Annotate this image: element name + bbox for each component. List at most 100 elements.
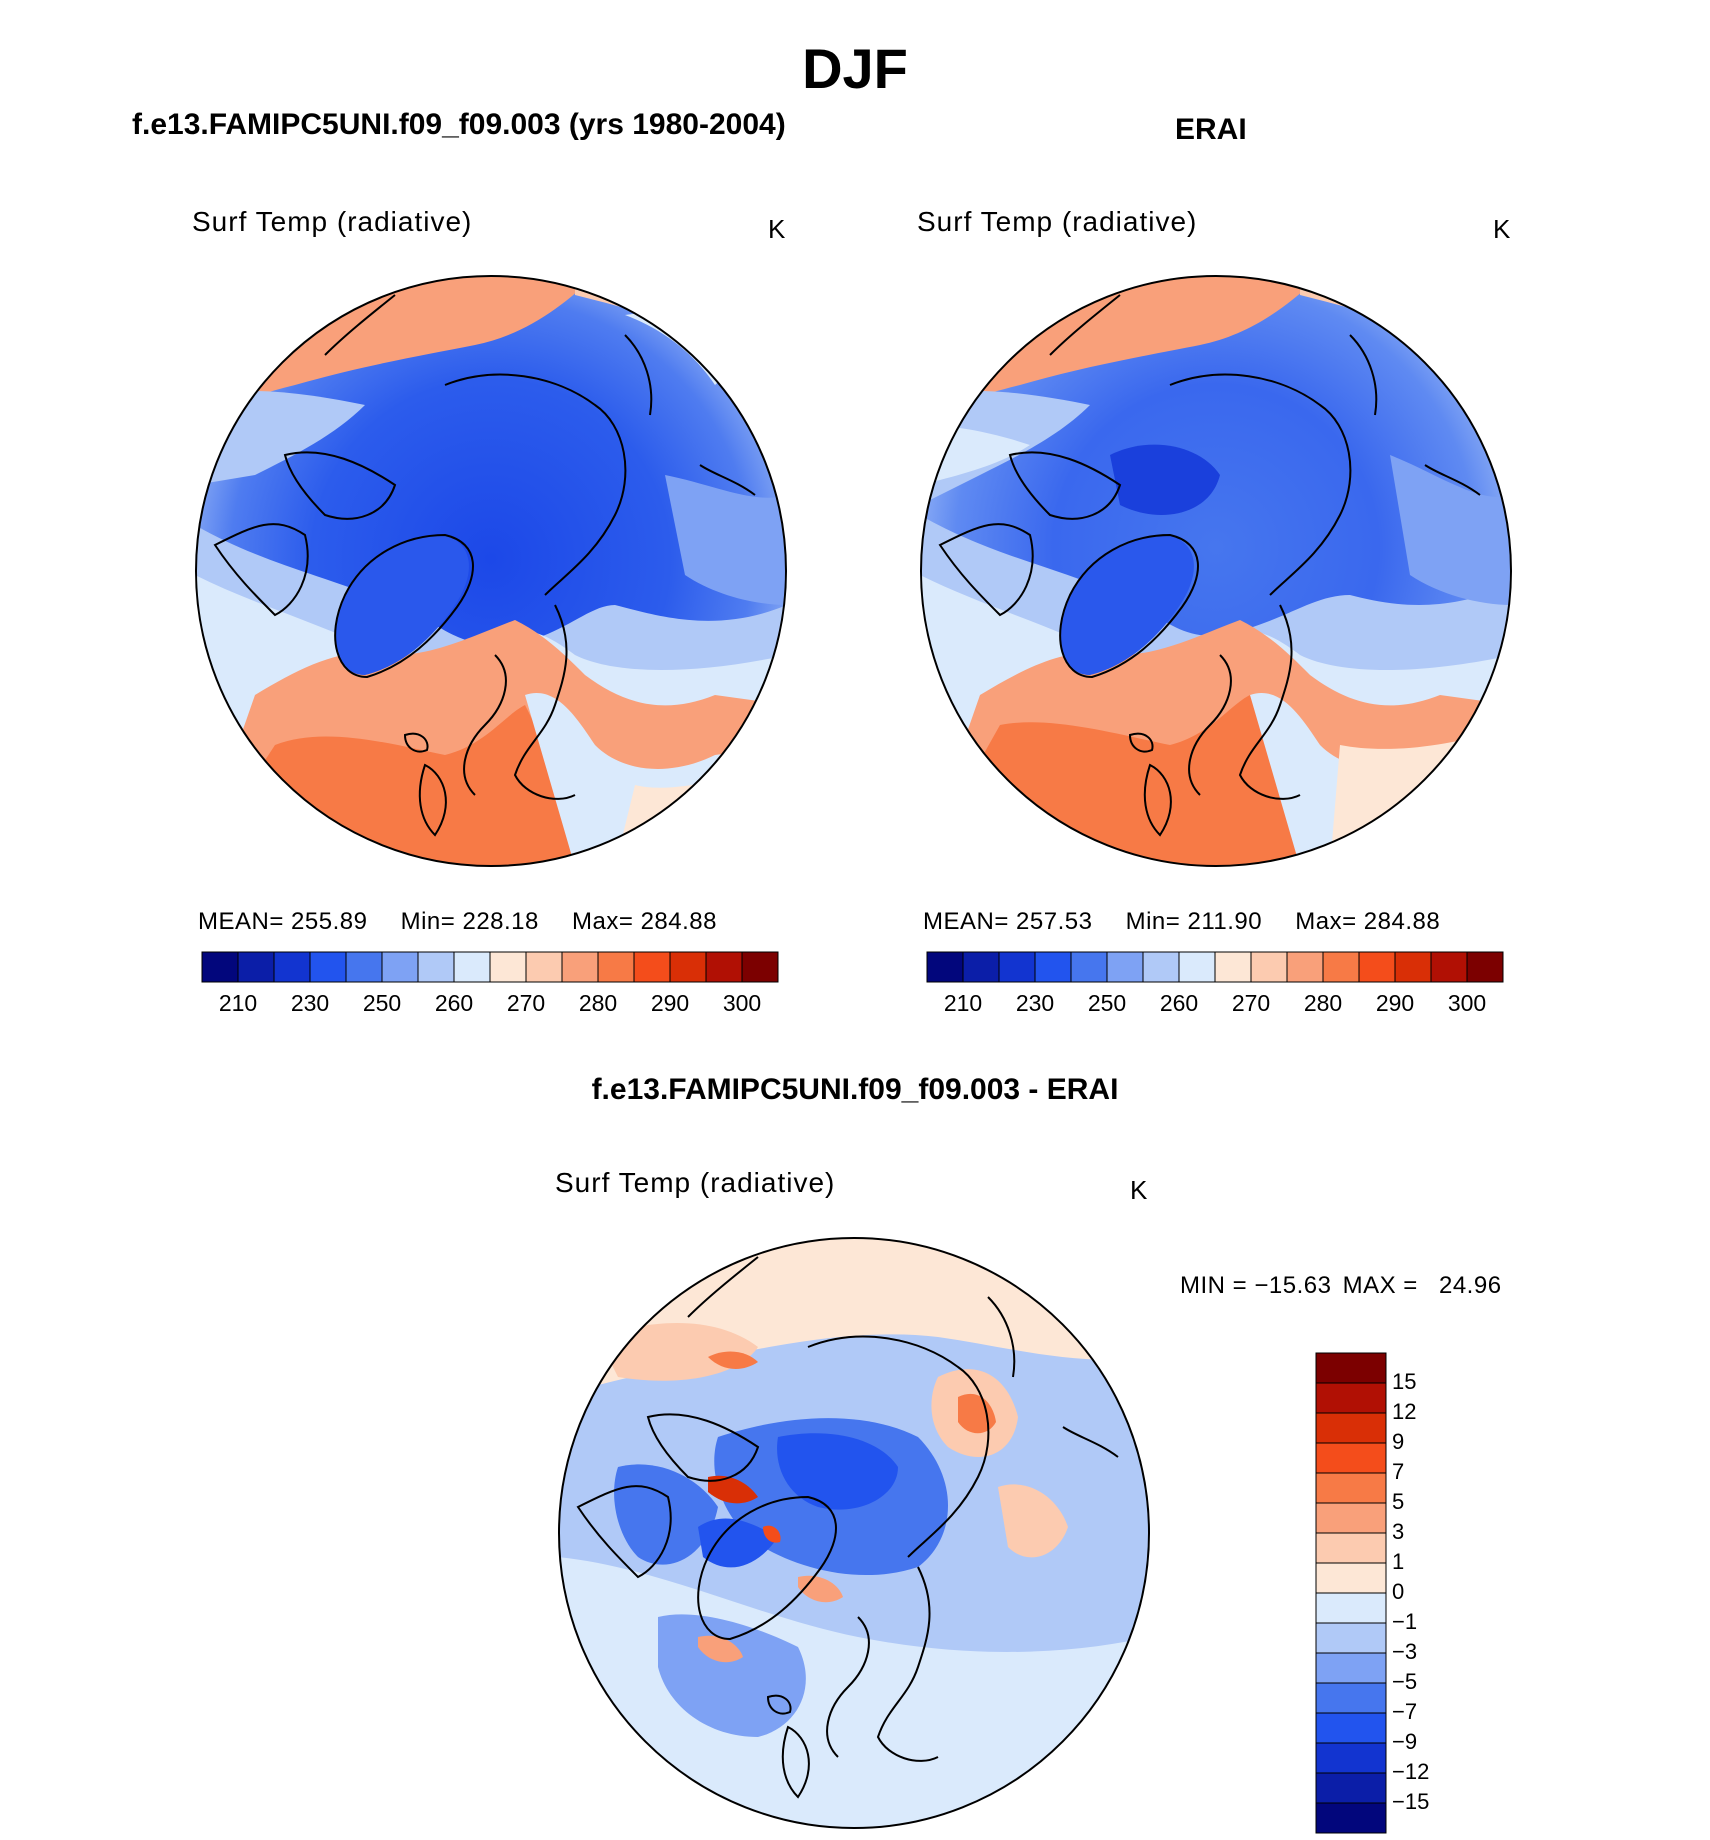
diff-max-value: 24.96 — [1438, 1272, 1502, 1299]
obs-min-label: Min= — [1125, 908, 1181, 935]
colorbar-tick-label: 210 — [218, 990, 258, 1016]
colorbar-swatch — [1322, 951, 1360, 983]
colorbar-swatch — [1315, 1352, 1387, 1384]
obs-max-label: Max= — [1295, 908, 1357, 935]
colorbar-swatch — [1315, 1622, 1387, 1654]
colorbar-swatch — [633, 951, 671, 983]
diff-minmax: MIN = −15.63 MAX = 24.96 — [1180, 1272, 1502, 1300]
colorbar-swatch — [1315, 1682, 1387, 1714]
colorbar-swatch — [1214, 951, 1252, 983]
diff-colorbar-labels: 15 12 9 7 5 3 1 0 −1 −3 −5 −7 −9 −12 −15 — [1392, 1353, 1482, 1833]
colorbar-tick-label: 210 — [943, 990, 983, 1016]
colorbar-swatch — [453, 951, 491, 983]
obs-field-name: Surf Temp (radiative) — [917, 206, 1198, 237]
colorbar-tick-label: −9 — [1392, 1729, 1418, 1754]
colorbar-tick-label: 260 — [434, 990, 474, 1016]
obs-coastlines — [938, 294, 1481, 837]
colorbar-swatch — [1315, 1502, 1387, 1534]
obs-colorbar-labels: 210 230 250 260 270 280 290 300 — [927, 990, 1503, 1020]
colorbar-tick-label: −7 — [1392, 1699, 1418, 1724]
diff-polar-map — [558, 1237, 1150, 1829]
colorbar-tick-label: 280 — [1303, 990, 1343, 1016]
colorbar-tick-label: 300 — [1447, 990, 1487, 1016]
diff-min-label: MIN = — [1180, 1272, 1248, 1299]
colorbar-tick-label: −1 — [1392, 1609, 1418, 1634]
model-units: K — [768, 214, 786, 244]
colorbar-swatch — [1315, 1652, 1387, 1684]
colorbar-swatch — [1358, 951, 1396, 983]
colorbar-tick-label: 9 — [1392, 1429, 1405, 1454]
colorbar-tick-label: −15 — [1392, 1789, 1430, 1814]
colorbar-swatch — [345, 951, 383, 983]
colorbar-swatch — [1315, 1532, 1387, 1564]
colorbar-swatch — [1315, 1382, 1387, 1414]
colorbar-tick-label: 250 — [1087, 990, 1127, 1016]
colorbar-swatch — [1315, 1442, 1387, 1474]
obs-mean-label: MEAN= — [923, 908, 1009, 935]
colorbar-swatch — [597, 951, 635, 983]
colorbar-swatch — [1315, 1742, 1387, 1774]
colorbar-tick-label: 3 — [1392, 1519, 1405, 1544]
obs-colorbar — [926, 951, 1504, 983]
colorbar-swatch — [237, 951, 275, 983]
colorbar-swatch — [1286, 951, 1324, 983]
colorbar-tick-label: −3 — [1392, 1639, 1418, 1664]
colorbar-swatch — [1070, 951, 1108, 983]
colorbar-swatch — [998, 951, 1036, 983]
colorbar-swatch — [1430, 951, 1468, 983]
model-mean-label: MEAN= — [198, 908, 284, 935]
colorbar-swatch — [1250, 951, 1288, 983]
colorbar-swatch — [926, 951, 964, 983]
colorbar-tick-label: 300 — [722, 990, 762, 1016]
colorbar-tick-label: 5 — [1392, 1489, 1405, 1514]
colorbar-swatch — [1315, 1562, 1387, 1594]
colorbar-swatch — [1315, 1772, 1387, 1804]
model-max-value: 284.88 — [640, 908, 717, 935]
diff-colorbar — [1315, 1352, 1387, 1834]
model-stats: MEAN= 255.89 Min= 228.18 Max= 284.88 — [198, 908, 717, 936]
colorbar-tick-label: 280 — [578, 990, 618, 1016]
colorbar-tick-label: −5 — [1392, 1669, 1418, 1694]
colorbar-tick-label: 7 — [1392, 1459, 1405, 1484]
model-max-label: Max= — [572, 908, 634, 935]
obs-stats: MEAN= 257.53 Min= 211.90 Max= 284.88 — [923, 908, 1440, 936]
colorbar-swatch — [1106, 951, 1144, 983]
colorbar-swatch — [273, 951, 311, 983]
model-panel-title: f.e13.FAMIPC5UNI.f09_f09.003 (yrs 1980-2… — [132, 108, 786, 141]
colorbar-tick-label: 230 — [290, 990, 330, 1016]
colorbar-swatch — [1394, 951, 1432, 983]
colorbar-tick-label: 12 — [1392, 1399, 1417, 1424]
model-colorbar-labels: 210 230 250 260 270 280 290 300 — [202, 990, 778, 1020]
colorbar-swatch — [381, 951, 419, 983]
colorbar-tick-label: 0 — [1392, 1579, 1405, 1604]
colorbar-tick-label: 260 — [1159, 990, 1199, 1016]
model-min-value: 228.18 — [462, 908, 539, 935]
colorbar-swatch — [309, 951, 347, 983]
obs-max-value: 284.88 — [1363, 908, 1441, 935]
colorbar-swatch — [705, 951, 743, 983]
colorbar-tick-label: 290 — [650, 990, 690, 1016]
colorbar-swatch — [1315, 1412, 1387, 1444]
obs-polar-map — [920, 275, 1512, 867]
diff-panel-title: f.e13.FAMIPC5UNI.f09_f09.003 - ERAI — [591, 1073, 1119, 1106]
colorbar-tick-label: 290 — [1375, 990, 1415, 1016]
colorbar-swatch — [561, 951, 599, 983]
colorbar-swatch — [669, 951, 707, 983]
model-field-name: Surf Temp (radiative) — [192, 206, 473, 237]
colorbar-swatch — [525, 951, 563, 983]
diff-max-label: MAX = — [1342, 1272, 1418, 1299]
colorbar-swatch — [1178, 951, 1216, 983]
colorbar-swatch — [1315, 1472, 1387, 1504]
diff-coastlines — [576, 1256, 1119, 1799]
colorbar-swatch — [201, 951, 239, 983]
model-polar-map — [195, 275, 787, 867]
diff-min-value: −15.63 — [1254, 1272, 1332, 1299]
colorbar-swatch — [1142, 951, 1180, 983]
colorbar-swatch — [1315, 1712, 1387, 1744]
colorbar-tick-label: 270 — [506, 990, 546, 1016]
colorbar-swatch — [1034, 951, 1072, 983]
obs-panel-title: ERAI — [1175, 113, 1247, 146]
obs-min-value: 211.90 — [1187, 908, 1263, 935]
model-mean-value: 255.89 — [291, 908, 368, 935]
colorbar-tick-label: 270 — [1231, 990, 1271, 1016]
